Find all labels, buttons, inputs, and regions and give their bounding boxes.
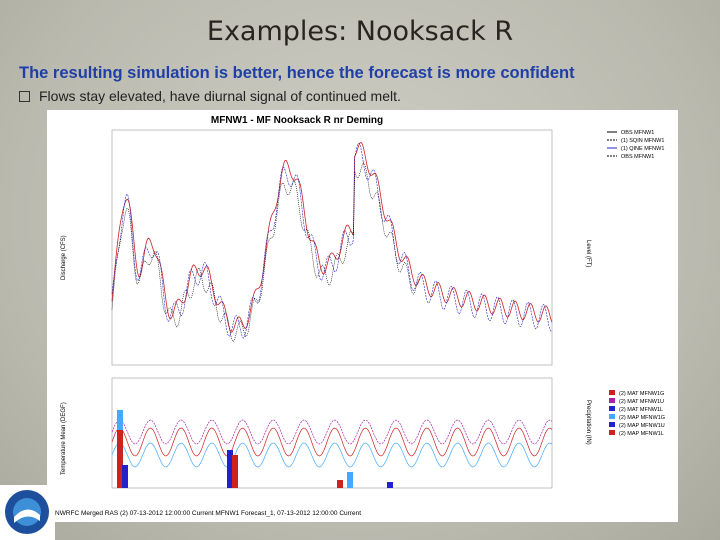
legend-label: (2) MAT MFNW1G [619, 391, 664, 397]
precip-bar [232, 455, 238, 488]
plot-lines [111, 142, 553, 488]
legend-swatch [609, 406, 615, 411]
logo-wave [14, 509, 40, 523]
precip-bar [117, 430, 123, 488]
legend-label: (2) MAP MFNW1G [619, 415, 665, 421]
legend-swatch [609, 398, 615, 403]
precip-bar [337, 480, 343, 488]
upper-frame [111, 129, 553, 366]
figure: MFNW1 - MF Nooksack R nr Deming Discharg… [47, 110, 678, 522]
legend-swatch [609, 390, 615, 395]
precip-bar [227, 450, 233, 488]
figure-bg [47, 110, 678, 522]
legend-label: (2) MAP MFNW1L [619, 431, 664, 437]
bullet-text: Flows stay elevated, have diurnal signal… [39, 88, 401, 104]
qine-line [111, 142, 553, 339]
legend-label: OBS MFNW1 [621, 130, 654, 136]
axis-label: Precipitation (IN) [585, 400, 591, 445]
figure-footer: NWRFC Merged RAS (2) 07-13-2012 12:00:00… [55, 510, 361, 517]
legend-label: (1) QINE MFNW1 [621, 146, 664, 152]
bullet: Flows stay elevated, have diurnal signal… [19, 88, 401, 104]
subtitle: The resulting simulation is better, henc… [19, 64, 575, 82]
temp-min [111, 442, 553, 468]
precip-bar [387, 482, 393, 488]
legend-swatch [609, 430, 615, 435]
legend-label: (1) SQIN MFNW1 [621, 138, 664, 144]
slide-title: Examples: Nooksack R [206, 16, 514, 47]
logo [0, 485, 55, 540]
legend-label: (2) MAT MFNW1L [619, 407, 663, 413]
lower-legend: (2) MAT MFNW1G (2) MAT MFNW1U (2) MAT MFNW… [609, 390, 665, 437]
legend-swatch [609, 422, 615, 427]
legend-swatch [609, 414, 615, 419]
axis-label: Level (FT) [585, 240, 591, 267]
precip-bar [347, 472, 353, 488]
legend-label: (2) MAT MFNW1U [619, 399, 664, 405]
temp-max [111, 419, 553, 445]
precip-bar [122, 465, 128, 488]
legend-label: OBS MFNW1 [621, 154, 654, 160]
axis-label: Temperature Mean (DEGF) [61, 402, 67, 475]
legend-label: (2) MAP MFNW1U [619, 423, 665, 429]
lower-frame [111, 377, 553, 489]
axis-label: Discharge (CFS) [61, 235, 67, 280]
upper-legend: OBS MFNW1 (1) SQIN MFNW1 (1) QINE MFNW1 OBS… [607, 130, 664, 160]
obs-line [111, 162, 420, 342]
figure-title: MFNW1 - MF Nooksack R nr Deming [211, 115, 383, 126]
temp-mean [111, 427, 553, 457]
bullet-marker [19, 91, 30, 102]
